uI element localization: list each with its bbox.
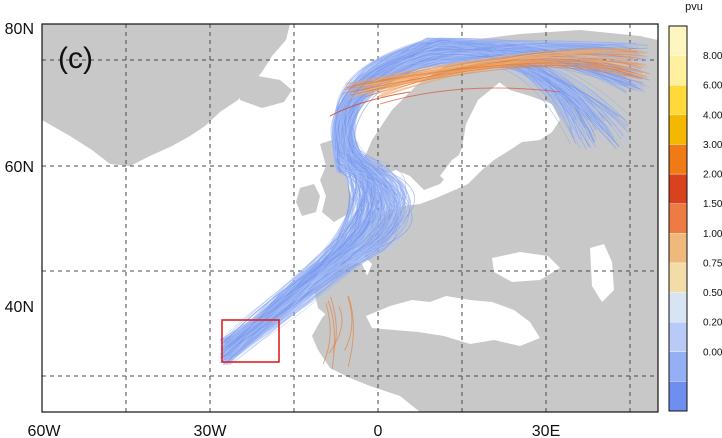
scandinavia-land <box>360 52 520 190</box>
trajectory-line <box>352 64 645 93</box>
lat-label-60n: 60N <box>5 159 34 176</box>
colorbar-level-label: 0.00 <box>703 347 722 358</box>
trajectory-line <box>223 54 647 349</box>
lat-label-80n: 80N <box>5 21 34 38</box>
trajectory-line <box>327 300 335 370</box>
iceland-land <box>238 76 292 108</box>
colorbar-swatch <box>668 381 688 412</box>
colorbar-swatch <box>668 173 688 205</box>
trajectory-line <box>228 50 632 361</box>
ireland-land <box>296 184 320 216</box>
mediterranean-sea <box>366 296 540 346</box>
lon-label-30e: 30E <box>532 423 560 438</box>
lon-label-30w: 30W <box>194 423 228 438</box>
colorbar-level-label: 0.75 <box>703 258 722 269</box>
colorbar: pvu 8.00 6.00 4.00 3.00 2.00 1.50 1.00 0… <box>668 1 722 412</box>
italy-land <box>414 240 452 296</box>
colorbar-swatch <box>668 351 688 383</box>
caspian-sea <box>590 244 614 302</box>
great-britain-land <box>320 140 352 222</box>
colorbar-level-label: 4.00 <box>703 110 722 121</box>
longitude-labels: 60W 30W 0 30E <box>28 423 561 438</box>
colorbar-swatch <box>668 321 688 353</box>
black-sea <box>492 252 560 282</box>
colorbar-level-label: 0.20 <box>703 318 722 329</box>
colorbar-level-label: 3.00 <box>703 140 722 151</box>
trajectory-line <box>328 306 343 354</box>
latitude-labels: 80N 60N 40N <box>5 21 34 316</box>
lat-label-40n: 40N <box>5 299 34 316</box>
colorbar-level-label: 8.00 <box>703 51 722 62</box>
trajectory-line <box>356 50 638 97</box>
lon-label-0: 0 <box>374 423 383 438</box>
colorbar-frame <box>668 25 688 412</box>
colorbar-swatch <box>668 85 688 116</box>
colorbar-swatch <box>668 114 688 146</box>
trajectory-bundle <box>219 37 651 370</box>
trajectory-line <box>329 91 411 117</box>
colorbar-swatch <box>668 262 688 294</box>
trajectory-line <box>378 49 643 97</box>
baltic-sea <box>440 150 478 190</box>
inland-seas <box>366 150 614 346</box>
colorbar-swatch <box>668 55 688 86</box>
trajectory-line <box>347 52 647 92</box>
panel-label: (c) <box>58 42 93 75</box>
trajectory-line <box>344 295 353 351</box>
colorbar-swatch <box>668 233 688 264</box>
lon-label-60w: 60W <box>28 423 62 438</box>
trajectory-line <box>225 40 577 358</box>
colorbar-level-label: 6.00 <box>703 81 722 92</box>
trajectory-line <box>359 57 648 94</box>
trajectory-line <box>228 40 626 352</box>
trajectory-line <box>322 302 331 365</box>
colorbar-swatch <box>668 144 688 175</box>
colorbar-level-label: 1.50 <box>703 199 722 210</box>
colorbar-level-label: 2.00 <box>703 170 722 181</box>
trajectory-line <box>229 40 601 357</box>
colorbar-unit: pvu <box>685 1 703 13</box>
colorbar-swatch <box>668 203 688 235</box>
colorbar-swatches <box>668 25 688 412</box>
colorbar-swatch <box>668 292 688 323</box>
colorbar-labels: 8.00 6.00 4.00 3.00 2.00 1.50 1.00 0.75 … <box>703 51 722 358</box>
source-region-box <box>221 319 280 363</box>
trajectory-line <box>379 87 561 105</box>
colorbar-level-label: 1.00 <box>703 229 722 240</box>
trajectory-line <box>347 296 354 367</box>
map-frame <box>41 23 659 413</box>
colorbar-swatch <box>668 25 688 57</box>
map-panel: (c) <box>42 24 658 412</box>
colorbar-level-label: 0.50 <box>703 288 722 299</box>
